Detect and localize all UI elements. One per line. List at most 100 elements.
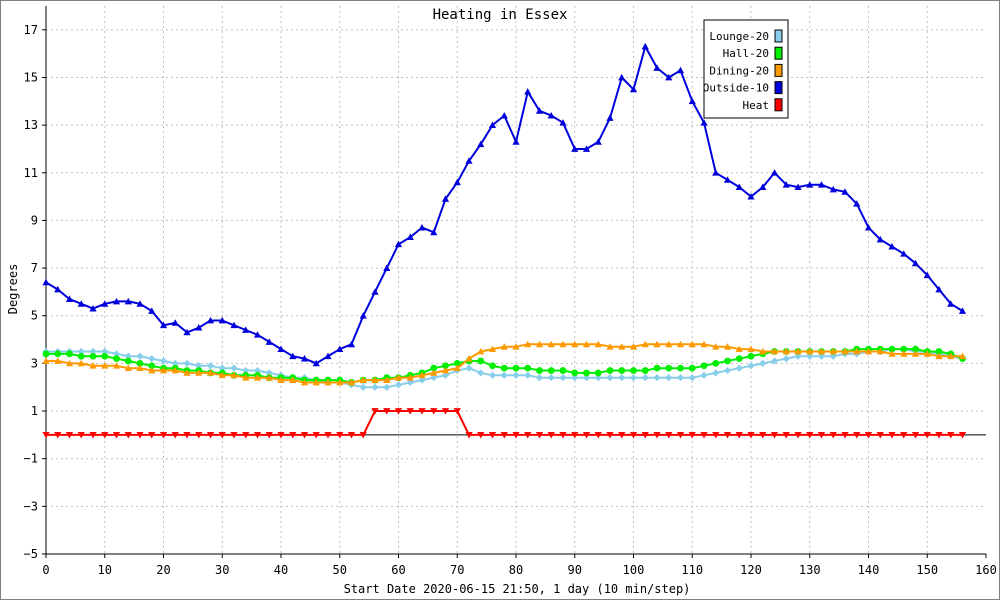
lounge-20-point	[512, 371, 520, 379]
heat-point	[500, 431, 508, 439]
outside-10-point	[336, 345, 344, 352]
dining-20-point	[312, 378, 320, 386]
heat-point	[195, 431, 203, 439]
outside-10-point	[747, 193, 755, 200]
legend-swatch-dining-20	[774, 63, 783, 77]
outside-10-point	[594, 138, 602, 145]
hall-20-point	[489, 362, 496, 370]
hall-20-point	[888, 345, 896, 353]
legend-swatch-lounge-20	[774, 29, 783, 43]
lounge-20-point	[265, 369, 273, 377]
lounge-20-point	[676, 374, 685, 382]
y-tick-label: 7	[31, 261, 38, 275]
dining-20-point	[383, 376, 391, 383]
hall-20-point	[583, 369, 590, 377]
heat-point	[629, 431, 638, 439]
lounge-20-point	[829, 352, 837, 360]
lounge-20-point	[653, 374, 661, 382]
heat-point	[571, 431, 579, 439]
outside-10-point	[54, 285, 62, 293]
dining-20-point	[923, 350, 931, 357]
hall-20-point	[512, 364, 520, 372]
dining-20-point	[735, 345, 743, 352]
outside-10-point	[112, 297, 121, 305]
lounge-20-point	[688, 374, 696, 382]
heat-point	[171, 431, 179, 439]
legend-label-hall-20: Hall-20	[723, 47, 769, 60]
x-tick-label: 140	[858, 563, 880, 577]
lounge-20-point	[159, 357, 168, 365]
x-tick-label: 160	[975, 563, 997, 577]
heat-point	[747, 431, 755, 439]
dining-20-point	[42, 357, 50, 364]
dining-20-point	[653, 340, 661, 348]
dining-20-point	[394, 374, 403, 381]
outside-10-point	[394, 240, 403, 248]
outside-10-point	[500, 112, 508, 119]
dining-20-point	[841, 347, 849, 355]
hall-20-point	[606, 367, 614, 374]
outside-10-point	[629, 85, 638, 93]
y-tick-label: 5	[31, 309, 38, 323]
dining-20-point	[477, 347, 485, 355]
dining-20-point	[206, 369, 215, 376]
outside-10-point	[653, 64, 661, 71]
heat-point	[829, 431, 837, 439]
hall-20-point	[688, 364, 696, 372]
dining-20-point	[300, 378, 309, 386]
lounge-20-point	[571, 374, 579, 382]
lounge-20-point	[524, 371, 532, 379]
lounge-20-point	[183, 359, 191, 367]
outside-10-point	[441, 195, 450, 202]
outside-10-point	[312, 359, 320, 367]
outside-10-point	[289, 352, 297, 360]
heat-point	[582, 431, 591, 439]
legend-swatch-outside-10	[774, 81, 783, 95]
outside-10-point	[559, 119, 567, 126]
dining-20-point	[888, 350, 896, 357]
outside-10-point	[300, 355, 309, 362]
hall-20-point	[430, 364, 438, 372]
heat-point	[465, 431, 473, 439]
y-tick-label: −1	[24, 452, 38, 466]
heat-point	[806, 431, 814, 439]
heat-point	[723, 431, 732, 439]
hall-20-point	[747, 352, 755, 360]
heat-point	[524, 431, 532, 439]
lounge-20-point	[359, 383, 367, 391]
dining-20-point	[770, 347, 779, 355]
dining-20-point	[958, 352, 967, 360]
heat-point	[653, 431, 661, 439]
hall-20-point	[442, 362, 449, 370]
hall-20-point	[113, 355, 120, 363]
heat-point	[159, 431, 168, 439]
lounge-20-point	[723, 366, 732, 375]
legend-box	[703, 19, 789, 119]
heat-point	[183, 431, 191, 439]
outside-10-point	[958, 307, 967, 314]
heat-point	[547, 431, 555, 439]
heat-point	[782, 431, 790, 439]
lounge-20-point	[629, 374, 638, 382]
dining-20-series	[42, 340, 967, 386]
outside-10-point	[453, 178, 461, 186]
dining-20-point	[77, 359, 85, 367]
x-tick-label: 80	[509, 563, 523, 577]
legend-items: Lounge-20 Hall-20 Dining-20 Outside-10 Heat	[703, 29, 783, 112]
outside-10-point	[806, 181, 814, 188]
x-tick-label: 90	[568, 563, 582, 577]
lounge-20-point	[406, 378, 414, 387]
lounge-20-point	[418, 376, 426, 384]
heat-point	[54, 431, 62, 439]
heat-point	[406, 408, 414, 415]
heat-point	[136, 431, 144, 439]
heat-point	[676, 431, 685, 439]
outside-10-point	[253, 331, 262, 338]
legend-label-lounge-20: Lounge-20	[709, 30, 769, 43]
heat-point	[65, 431, 74, 439]
y-tick-label: 9	[31, 213, 38, 227]
outside-10-point	[759, 183, 767, 190]
x-tick-label: 10	[98, 563, 112, 577]
outside-10-point	[324, 352, 332, 360]
lounge-20-point	[253, 366, 262, 375]
